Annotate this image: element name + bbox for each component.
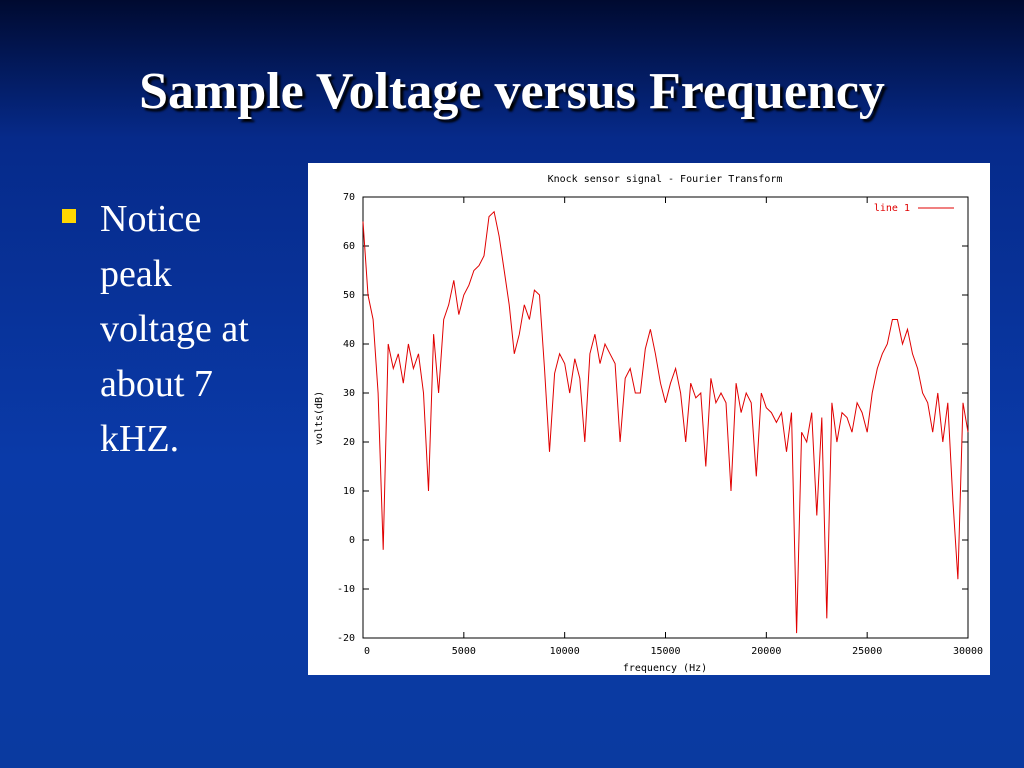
y-axis-label: volts(dB) <box>314 391 325 445</box>
chart-title: Knock sensor signal - Fourier Transform <box>548 174 783 185</box>
y-tick-label: 20 <box>343 437 355 448</box>
slide-title: Sample Voltage versus Frequency <box>139 63 885 120</box>
legend-label: line 1 <box>874 203 910 214</box>
x-tick-label: 0 <box>364 646 370 657</box>
y-tick-label: 70 <box>343 192 355 203</box>
x-tick-label: 10000 <box>550 646 580 657</box>
x-axis-label: frequency (Hz) <box>623 663 707 674</box>
x-tick-label: 15000 <box>650 646 680 657</box>
bullet-marker <box>62 209 76 223</box>
y-tick-label: 0 <box>349 535 355 546</box>
x-tick-label: 30000 <box>953 646 983 657</box>
y-tick-label: 60 <box>343 241 355 252</box>
bullet: Notice peak voltage at about 7 kHZ. <box>62 192 277 467</box>
chart-background <box>308 163 990 675</box>
data-line <box>362 210 969 634</box>
x-tick-label: 25000 <box>852 646 882 657</box>
y-tick-label: 40 <box>343 339 355 350</box>
y-tick-label: 10 <box>343 486 355 497</box>
bullet-text: Notice peak voltage at about 7 kHZ. <box>100 198 249 460</box>
y-tick-label: 30 <box>343 388 355 399</box>
x-tick-label: 20000 <box>751 646 781 657</box>
y-tick-label: -20 <box>337 633 355 644</box>
chart: Knock sensor signal - Fourier Transform … <box>308 163 990 675</box>
y-tick-label: 50 <box>343 290 355 301</box>
y-tick-label: -10 <box>337 584 355 595</box>
x-tick-label: 5000 <box>452 646 476 657</box>
